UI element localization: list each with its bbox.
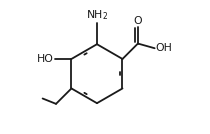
Text: HO: HO bbox=[37, 54, 54, 64]
Text: NH$_2$: NH$_2$ bbox=[86, 9, 108, 22]
Text: O: O bbox=[134, 16, 142, 26]
Text: OH: OH bbox=[155, 43, 172, 53]
